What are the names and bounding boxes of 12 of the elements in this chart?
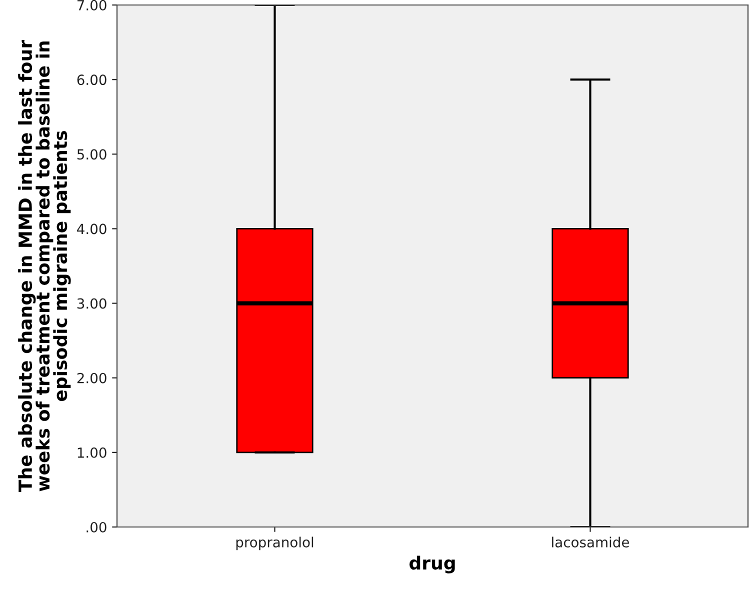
y-tick-label: 1.00 — [78, 447, 106, 458]
x-axis-title: drug — [410, 556, 455, 574]
y-tick-label: 3.00 — [77, 298, 106, 309]
y-tick-label: 2.00 — [77, 372, 106, 384]
y-tick-label: 7.00 — [77, 0, 106, 10]
y-tick-label: 6.00 — [77, 74, 106, 86]
y-axis-title: The absolute change in MMD in the last four weeks of treatment compared to baseline in episodic migraine patients — [18, 40, 71, 492]
x-tick-label: propranolol — [236, 536, 314, 550]
y-tick-label: 4.00 — [77, 224, 106, 234]
y-tick-label: 5.00 — [77, 149, 106, 160]
y-tick-label: .00 — [86, 522, 106, 532]
x-tick-label: lacosamide — [552, 536, 630, 548]
